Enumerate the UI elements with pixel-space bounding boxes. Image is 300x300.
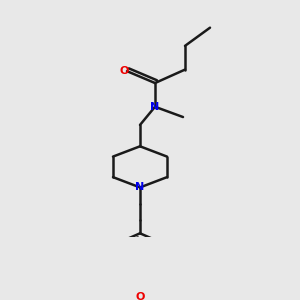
Text: O: O xyxy=(135,292,145,300)
Text: N: N xyxy=(150,102,160,112)
Text: O: O xyxy=(119,66,129,76)
Text: N: N xyxy=(135,182,145,192)
